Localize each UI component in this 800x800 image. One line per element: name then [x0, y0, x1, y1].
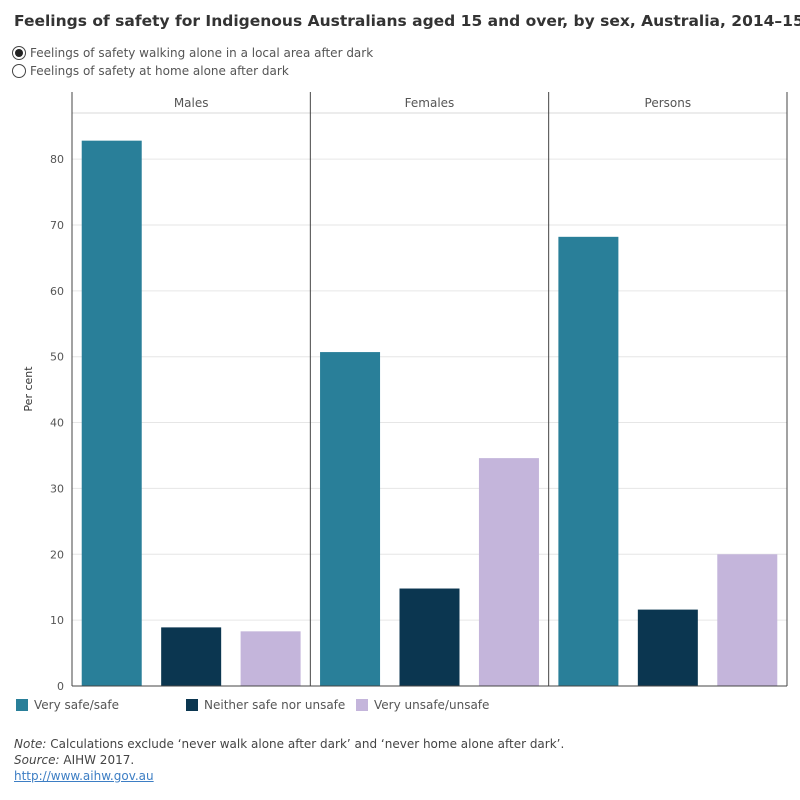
legend-swatch: [186, 699, 198, 711]
bar: [320, 352, 381, 686]
option-label: Feelings of safety at home alone after d…: [30, 64, 289, 78]
y-axis-label: Per cent: [22, 366, 35, 412]
panel-header: Females: [405, 96, 455, 110]
bar: [478, 458, 539, 686]
legend-label: Very unsafe/unsafe: [374, 698, 490, 712]
legend-item-very-safe[interactable]: Very safe/safe: [16, 698, 119, 712]
radio-unselected-icon[interactable]: [12, 64, 26, 78]
bar: [81, 140, 142, 687]
y-tick-label: 0: [57, 680, 64, 693]
y-tick-label: 40: [50, 417, 64, 430]
bar: [717, 554, 778, 686]
radio-selected-icon[interactable]: [12, 46, 26, 60]
bar: [161, 627, 222, 686]
option-home-alone[interactable]: Feelings of safety at home alone after d…: [12, 62, 373, 80]
legend-label: Neither safe nor unsafe: [204, 698, 346, 712]
bar: [637, 609, 698, 686]
footer-note: Note: Calculations exclude ‘never walk a…: [14, 737, 565, 751]
y-tick-label: 80: [50, 153, 64, 166]
legend-label: Very safe/safe: [34, 698, 119, 712]
bar: [558, 236, 619, 687]
footer: Note: Calculations exclude ‘never walk a…: [14, 736, 564, 784]
panel-header: Males: [174, 96, 209, 110]
y-tick-label: 20: [50, 548, 64, 561]
legend-swatch: [16, 699, 28, 711]
footer-source: Source: AIHW 2017.: [14, 753, 135, 767]
legend-item-unsafe[interactable]: Very unsafe/unsafe: [356, 698, 489, 712]
y-tick-label: 60: [50, 285, 64, 298]
y-tick-label: 10: [50, 614, 64, 627]
bar: [240, 631, 301, 686]
y-tick-label: 50: [50, 351, 64, 364]
y-tick-label: 30: [50, 482, 64, 495]
footer-link[interactable]: http://www.aihw.gov.au: [14, 769, 154, 783]
chart-title: Feelings of safety for Indigenous Austra…: [14, 12, 800, 30]
legend-swatch: [356, 699, 368, 711]
option-walking-alone[interactable]: Feelings of safety walking alone in a lo…: [12, 44, 373, 62]
panel-header: Persons: [645, 96, 692, 110]
legend-item-neither[interactable]: Neither safe nor unsafe: [186, 698, 345, 712]
view-selector: Feelings of safety walking alone in a lo…: [12, 44, 373, 80]
y-tick-label: 70: [50, 219, 64, 232]
option-label: Feelings of safety walking alone in a lo…: [30, 46, 374, 60]
legend: Very safe/safe Neither safe nor unsafe V…: [0, 698, 800, 714]
bar: [399, 588, 460, 686]
